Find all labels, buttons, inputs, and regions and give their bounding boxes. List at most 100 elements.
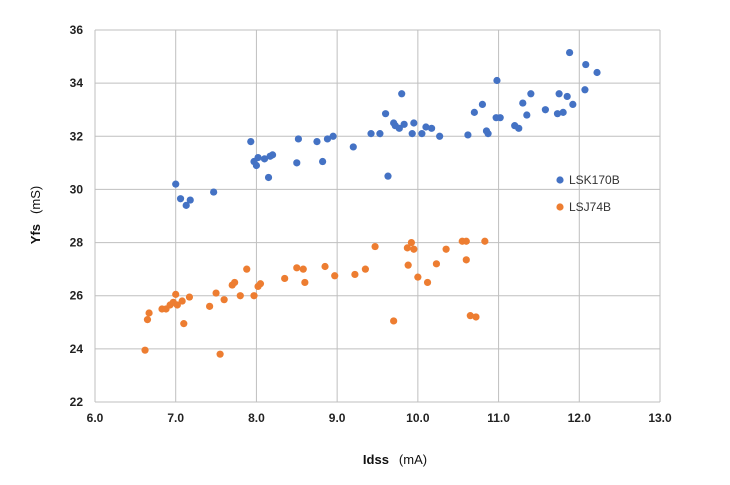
data-point [515,124,523,132]
data-point [484,130,492,138]
data-point [256,280,265,288]
x-tick-label: 12.0 [568,411,592,425]
data-point [349,143,357,151]
data-point [559,108,567,116]
y-tick-label: 28 [70,236,84,250]
data-point [143,316,152,324]
data-point [172,180,180,188]
data-points [141,48,601,358]
data-point [252,161,261,170]
data-point [210,188,218,196]
data-point [390,317,398,325]
data-point [496,114,504,122]
y-tick-label: 32 [70,129,84,143]
data-point [293,264,301,272]
x-axis-title-unit: (mA) [399,452,427,467]
data-point [182,201,190,209]
data-point [220,296,228,304]
data-point [247,138,255,146]
data-point [384,172,392,180]
y-tick-label: 22 [70,395,84,409]
y-axis-title-main: Yfs [28,224,43,244]
grid [94,29,661,403]
y-tick-label: 36 [70,23,84,37]
data-point [329,132,337,140]
data-point [260,155,269,163]
data-point [418,130,426,138]
data-point [266,152,274,160]
data-point [410,245,418,253]
x-tick-label: 8.0 [248,411,265,425]
y-axis-title-unit: (mS) [28,186,43,214]
data-point [371,242,379,251]
data-point [176,195,185,203]
y-tick-label: 24 [70,342,84,356]
data-point [381,110,390,118]
data-point [423,278,432,287]
data-point [395,124,403,132]
data-point [553,110,562,118]
data-point [351,270,359,279]
x-tick-label: 10.0 [406,411,430,425]
data-point [323,135,332,143]
data-point [250,292,258,300]
data-point [464,131,472,139]
data-point [555,90,563,98]
data-point [582,60,590,69]
data-point [254,153,262,162]
data-point [442,245,450,253]
data-point [400,120,408,128]
series-lsk170b [172,48,601,209]
data-point [231,278,239,287]
x-tick-label: 7.0 [167,411,184,425]
y-tick-label: 26 [70,289,84,303]
data-point [519,99,527,107]
data-point [527,90,535,98]
data-point [493,76,501,85]
y-tick-label: 30 [70,182,84,196]
data-point [462,237,470,245]
legend-label: LSK170B [569,173,620,187]
data-point [206,302,214,310]
x-axis-title-main: Idss [363,452,389,467]
data-point [172,290,180,298]
x-tick-label: 9.0 [329,411,346,425]
data-point [212,289,220,297]
data-point [293,159,301,167]
data-point [180,320,188,328]
data-point [145,309,153,317]
data-point [566,48,574,57]
data-point [331,272,339,280]
data-point [236,292,244,300]
data-point [294,135,302,143]
data-point [414,273,422,281]
data-point [301,278,309,287]
legend-marker [556,203,564,211]
data-point [541,106,549,114]
data-point [321,262,329,271]
data-point [361,265,369,273]
legend-marker [556,176,564,184]
data-point [470,108,478,116]
tick-labels: 6.0 7.0 8.0 9.0 10.0 11.0 12.0 13.0 22 24 26 28 30 32… [70,23,672,425]
data-point [281,274,289,283]
data-point [569,100,577,108]
x-axis-title: Idss (mA) [363,452,427,467]
y-tick-label: 34 [70,76,84,90]
data-point [264,173,273,182]
data-point [186,196,194,204]
data-point [563,92,571,101]
data-point [462,256,470,264]
data-point [593,68,601,77]
data-point [422,123,430,131]
data-point [185,293,194,301]
x-tick-label: 6.0 [87,411,104,425]
data-point [178,297,186,305]
x-tick-label: 13.0 [648,411,672,425]
data-point [478,100,487,108]
data-point [173,301,181,309]
data-point [404,261,412,269]
data-point [407,238,415,247]
